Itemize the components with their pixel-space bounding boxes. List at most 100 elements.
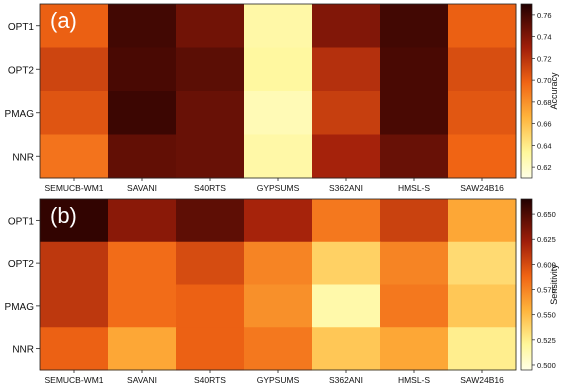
colorbar-tick-label: 0.650 (537, 210, 556, 219)
colorbar-tick-label: 0.70 (537, 76, 552, 85)
heatmap-cell (312, 199, 381, 243)
x-tick-label: HMSL-S (398, 183, 430, 193)
heatmap-cell (40, 134, 109, 179)
heatmap-cell (448, 4, 517, 48)
heatmap-cell (40, 199, 109, 243)
heatmap-cell (312, 4, 381, 48)
heatmap-cell (40, 284, 109, 328)
heatmap-cell (244, 199, 313, 243)
y-tick-label: OPT2 (8, 259, 35, 270)
panel-label: (b) (50, 203, 77, 228)
heatmap-cell (380, 134, 449, 179)
heatmap-cell (176, 4, 245, 48)
panel-label: (a) (50, 8, 77, 33)
heatmap-cell (108, 284, 177, 328)
y-tick-label: NNR (12, 152, 34, 163)
colorbar (520, 198, 533, 371)
heatmap-cell (108, 4, 177, 48)
x-tick-label: S362ANI (329, 375, 363, 385)
y-tick-label: PMAG (5, 302, 35, 313)
colorbar-tick-label: 0.550 (537, 311, 556, 320)
heatmap-cell (244, 327, 313, 371)
colorbar-tick-label: 0.575 (537, 286, 556, 295)
x-tick-label: SEMUCB-WM1 (44, 375, 103, 385)
heatmap-cell (448, 199, 517, 243)
x-tick-label: S362ANI (329, 183, 363, 193)
x-tick-label: HMSL-S (398, 375, 430, 385)
heatmap-cell (448, 91, 517, 135)
heatmap-cell (176, 327, 245, 371)
x-tick-label: S40RTS (194, 183, 226, 193)
x-tick-label: SAW24B16 (460, 375, 504, 385)
colorbar-tick-label: 0.525 (537, 336, 556, 345)
heatmap-cell (108, 327, 177, 371)
colorbar-label: Accuracy (549, 72, 559, 110)
x-tick-label: SEMUCB-WM1 (44, 183, 103, 193)
heatmap-cell (176, 47, 245, 92)
heatmap-cell (380, 91, 449, 135)
heatmap-cell (108, 91, 177, 135)
colorbar-tick-label: 0.76 (537, 11, 552, 20)
heatmap-cell (40, 327, 109, 371)
heatmap-cell (108, 134, 177, 179)
colorbar-tick-label: 0.500 (537, 361, 556, 370)
heatmap-panel-b: OPT1 OPT2 PMAG NNR SEMUCB-WM1 SAVANI S40RTS GYP… (5, 198, 559, 385)
colorbar (520, 3, 533, 179)
heatmap-cell (380, 199, 449, 243)
colorbar-label: Sensitivity (549, 264, 559, 305)
y-tick-label: OPT1 (8, 22, 35, 33)
colorbar-tick-label: 0.64 (537, 141, 552, 150)
heatmap-cell (312, 47, 381, 92)
heatmap-cell (312, 284, 381, 328)
heatmap-cell (108, 47, 177, 92)
heatmap-cell (312, 91, 381, 135)
x-tick-label: SAW24B16 (460, 183, 504, 193)
heatmap-cell (448, 327, 517, 371)
x-tick-label: GYPSUMS (257, 183, 300, 193)
heatmap-cell (244, 4, 313, 48)
heatmap-cell (40, 91, 109, 135)
heatmap-cell (380, 241, 449, 285)
heatmap-cell (40, 4, 109, 48)
y-tick-label: PMAG (5, 109, 35, 120)
heatmap-cell (40, 47, 109, 92)
x-tick-label: SAVANI (127, 375, 157, 385)
heatmap-cell (380, 284, 449, 328)
colorbar-tick-label: 0.66 (537, 120, 552, 129)
heatmap-cell (244, 47, 313, 92)
heatmap-cell (380, 4, 449, 48)
heatmap-cell (448, 134, 517, 179)
colorbar-tick-label: 0.74 (537, 33, 552, 42)
x-tick-label: GYPSUMS (257, 375, 300, 385)
heatmap-cell (176, 134, 245, 179)
heatmap-cell (312, 241, 381, 285)
heatmap-cell (176, 91, 245, 135)
heatmap-cell (176, 284, 245, 328)
heatmap-cell (448, 47, 517, 92)
heatmap-cell (312, 327, 381, 371)
colorbar-tick-label: 0.72 (537, 54, 552, 63)
heatmap-cell (312, 134, 381, 179)
colorbar-tick-label: 0.625 (537, 235, 556, 244)
heatmap-cell (244, 241, 313, 285)
heatmap-cell (380, 47, 449, 92)
y-tick-label: OPT2 (8, 65, 35, 76)
colorbar-tick-label: 0.68 (537, 98, 552, 107)
colorbar-tick-label: 0.600 (537, 260, 556, 269)
y-tick-label: OPT1 (8, 216, 35, 227)
heatmap-cell (244, 284, 313, 328)
heatmap-cell (448, 284, 517, 328)
y-tick-label: NNR (12, 345, 34, 356)
heatmap-cell (108, 199, 177, 243)
x-tick-label: S40RTS (194, 375, 226, 385)
colorbar-tick-label: 0.62 (537, 163, 552, 172)
x-tick-label: SAVANI (127, 183, 157, 193)
heatmap-cell (244, 134, 313, 179)
heatmap-cell (108, 241, 177, 285)
heatmap-cell (244, 91, 313, 135)
heatmap-cell (176, 199, 245, 243)
heatmap-cell (448, 241, 517, 285)
heatmap-cell (380, 327, 449, 371)
heatmap-cell (40, 241, 109, 285)
